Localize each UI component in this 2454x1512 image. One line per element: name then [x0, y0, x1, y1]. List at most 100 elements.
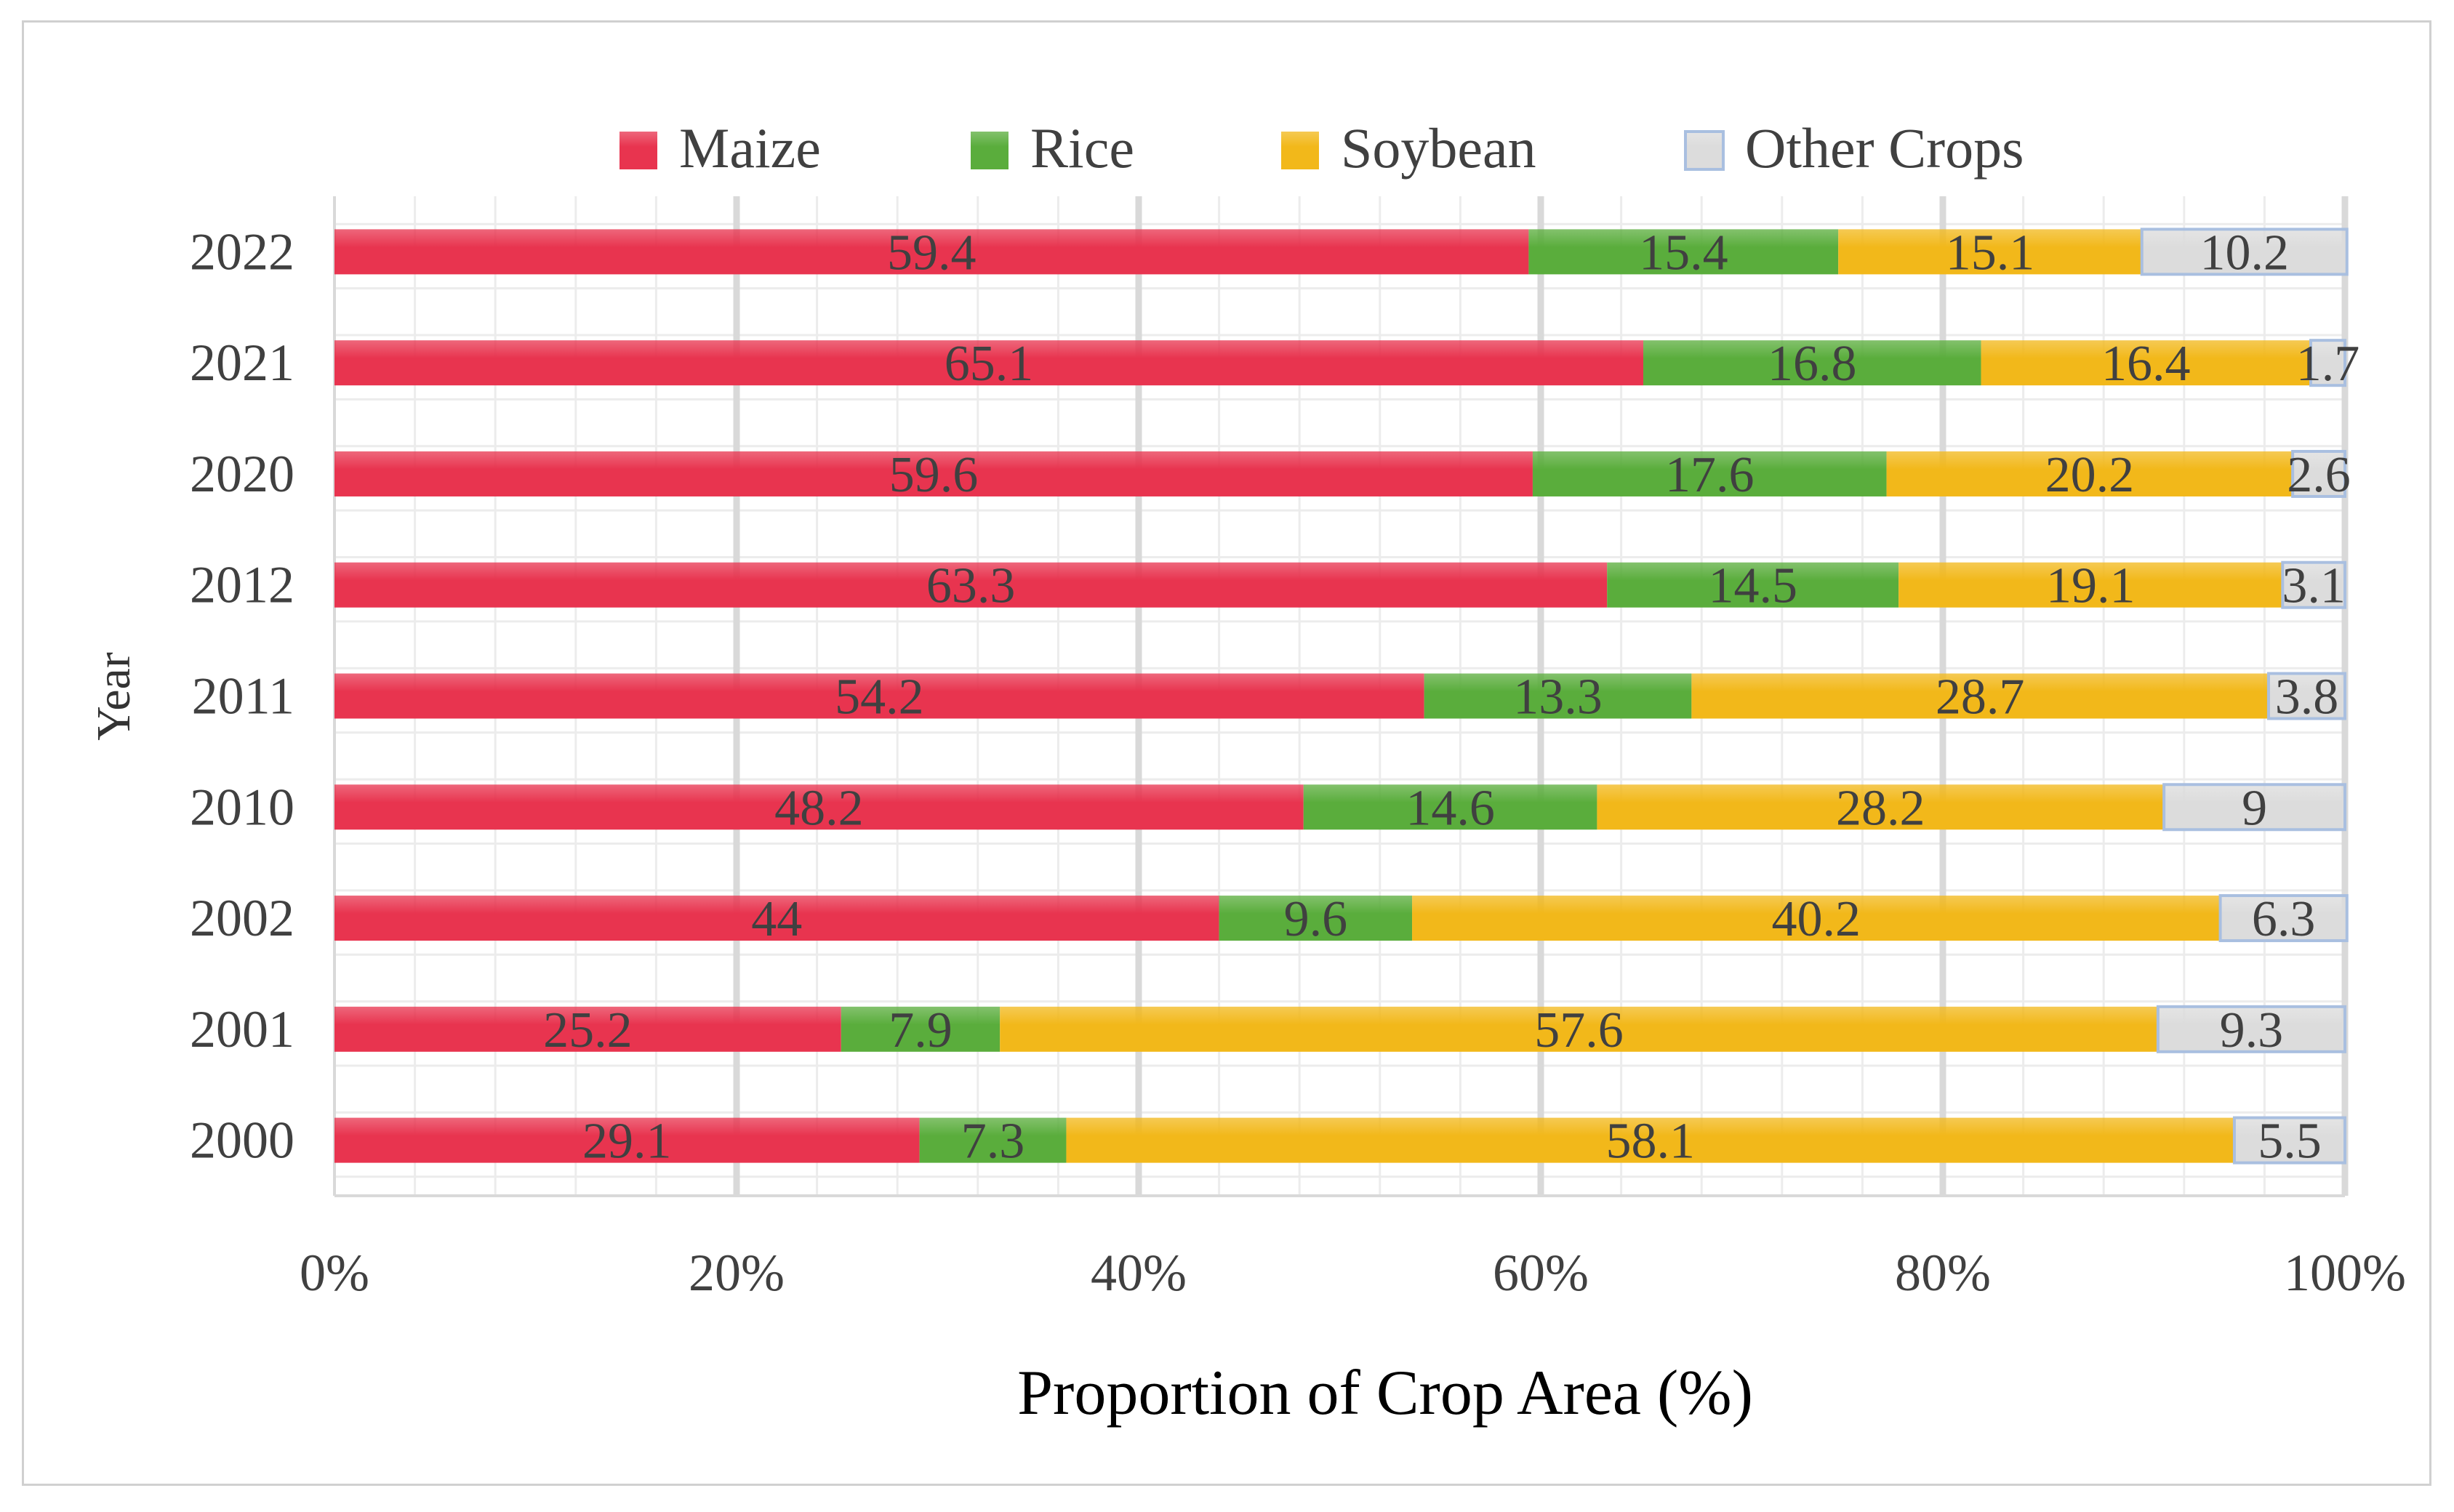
y-tick-label: 2022 — [190, 222, 294, 281]
data-label: 28.2 — [1836, 780, 1925, 836]
y-tick-label: 2010 — [190, 778, 294, 836]
data-label: 7.3 — [961, 1114, 1025, 1170]
x-tick-label: 0% — [300, 1244, 369, 1302]
y-tick-label: 2002 — [190, 889, 294, 947]
data-label: 54.2 — [835, 669, 924, 725]
bar-other-crops-2020 — [2291, 449, 2347, 498]
data-label: 17.6 — [1665, 447, 1755, 503]
bar-soybean-2002 — [1412, 896, 2221, 941]
bar-maize-2021 — [334, 340, 1644, 386]
bar-maize-2001 — [334, 1006, 841, 1052]
data-label: 1.7 — [2296, 336, 2360, 392]
data-label: 5.5 — [2258, 1114, 2322, 1170]
legend: Maize Rice Soybean Other Crops — [619, 116, 2024, 180]
bar-soybean-2021 — [1981, 340, 2311, 386]
x-tick-label: 100% — [2284, 1244, 2406, 1302]
data-label: 3.1 — [2282, 558, 2346, 614]
bar-maize-2011 — [334, 673, 1424, 719]
bar-other-crops-2021 — [2309, 339, 2347, 387]
y-tick-label: 2012 — [190, 556, 294, 614]
data-label: 13.3 — [1513, 669, 1603, 725]
x-tick-label: 20% — [689, 1244, 785, 1302]
data-label: 9.3 — [2220, 1002, 2284, 1058]
data-labels: 59.4 15.4 15.1 10.2 65.1 16.8 16.4 1.7 59.6 17.6 2… — [543, 225, 2359, 1169]
bar-maize-2002 — [334, 896, 1219, 941]
bar-maize-2012 — [334, 562, 1608, 608]
bar-rice-2012 — [1607, 562, 1899, 608]
data-label: 10.2 — [2200, 225, 2290, 281]
data-label: 59.4 — [887, 225, 977, 281]
bar-other-crops-2011 — [2266, 672, 2346, 720]
bar-other-crops-2012 — [2281, 560, 2346, 609]
bar-soybean-2020 — [1886, 451, 2293, 496]
data-label: 63.3 — [926, 558, 1016, 614]
data-label: 20.2 — [2045, 447, 2135, 503]
bar-other-crops-2022 — [2140, 228, 2349, 276]
bar-rice-2000 — [919, 1117, 1067, 1163]
data-label: 44 — [751, 891, 802, 947]
legend-label: Other Crops — [1745, 116, 2024, 180]
data-label: 58.1 — [1605, 1114, 1695, 1170]
y-tick-label: 2000 — [190, 1111, 294, 1170]
data-label: 19.1 — [2046, 558, 2136, 614]
data-label: 48.2 — [774, 780, 864, 836]
bar-soybean-2010 — [1597, 784, 2165, 830]
bar-other-crops-2010 — [2162, 783, 2346, 832]
legend-label: Soybean — [1341, 116, 1536, 180]
legend-label: Maize — [679, 116, 821, 180]
bar-rice-2020 — [1532, 451, 1887, 496]
bar-rice-2010 — [1303, 784, 1597, 830]
bar-other-crops-2000 — [2232, 1116, 2347, 1165]
data-label: 65.1 — [945, 336, 1034, 392]
y-axis-title: Year — [87, 652, 140, 741]
data-label: 6.3 — [2252, 891, 2316, 947]
data-label: 15.4 — [1639, 225, 1728, 281]
data-label: 7.9 — [889, 1002, 953, 1058]
x-tick-labels: 0% 20% 40% 60% 80% 100% — [300, 1244, 2406, 1302]
y-tick-label: 2020 — [190, 445, 294, 503]
data-label: 57.6 — [1534, 1002, 1624, 1058]
data-label: 59.6 — [889, 447, 979, 503]
legend-label: Rice — [1030, 116, 1134, 180]
bar-rice-2021 — [1643, 340, 1981, 386]
data-label: 25.2 — [543, 1002, 633, 1058]
bar-maize-2000 — [334, 1117, 920, 1163]
bar-rice-2022 — [1528, 229, 1839, 275]
data-label: 3.8 — [2275, 669, 2339, 725]
y-tick-labels: 2022 2021 2020 2012 2011 2010 2002 2001 2000 — [190, 222, 294, 1169]
legend-swatch-maize — [619, 132, 657, 169]
x-tick-label: 40% — [1091, 1244, 1187, 1302]
x-tick-label: 80% — [1895, 1244, 1991, 1302]
data-label: 28.7 — [1936, 669, 2025, 725]
x-axis-title: Proportion of Crop Area (%) — [1017, 1358, 1753, 1428]
data-label: 15.1 — [1946, 225, 2035, 281]
data-label: 16.4 — [2101, 336, 2191, 392]
y-tick-label: 2021 — [190, 334, 294, 392]
bar-soybean-2001 — [1000, 1006, 2158, 1052]
bar-soybean-2022 — [1838, 229, 2142, 275]
bar-rice-2002 — [1219, 896, 1413, 941]
data-label: 16.8 — [1768, 336, 1857, 392]
bar-soybean-2000 — [1066, 1117, 2234, 1163]
bar-soybean-2011 — [1691, 673, 2269, 719]
bar-maize-2020 — [334, 451, 1533, 496]
x-tick-label: 60% — [1493, 1244, 1589, 1302]
data-label: 29.1 — [582, 1114, 672, 1170]
bar-maize-2010 — [334, 784, 1304, 830]
data-label: 2.6 — [2287, 447, 2351, 503]
y-tick-label: 2011 — [192, 667, 294, 725]
data-label: 9 — [2242, 780, 2267, 836]
legend-swatch-soybean — [1281, 132, 1319, 169]
data-label: 40.2 — [1772, 891, 1861, 947]
bars — [334, 228, 2349, 1165]
bar-maize-2022 — [334, 229, 1529, 275]
legend-swatch-rice — [971, 132, 1009, 169]
data-label: 9.6 — [1284, 891, 1348, 947]
bar-other-crops-2001 — [2156, 1005, 2346, 1053]
data-label: 14.6 — [1406, 780, 1495, 836]
data-label: 14.5 — [1708, 558, 1797, 614]
y-tick-label: 2001 — [190, 1000, 294, 1058]
bar-rice-2001 — [841, 1006, 1001, 1052]
bar-rice-2011 — [1424, 673, 1692, 719]
